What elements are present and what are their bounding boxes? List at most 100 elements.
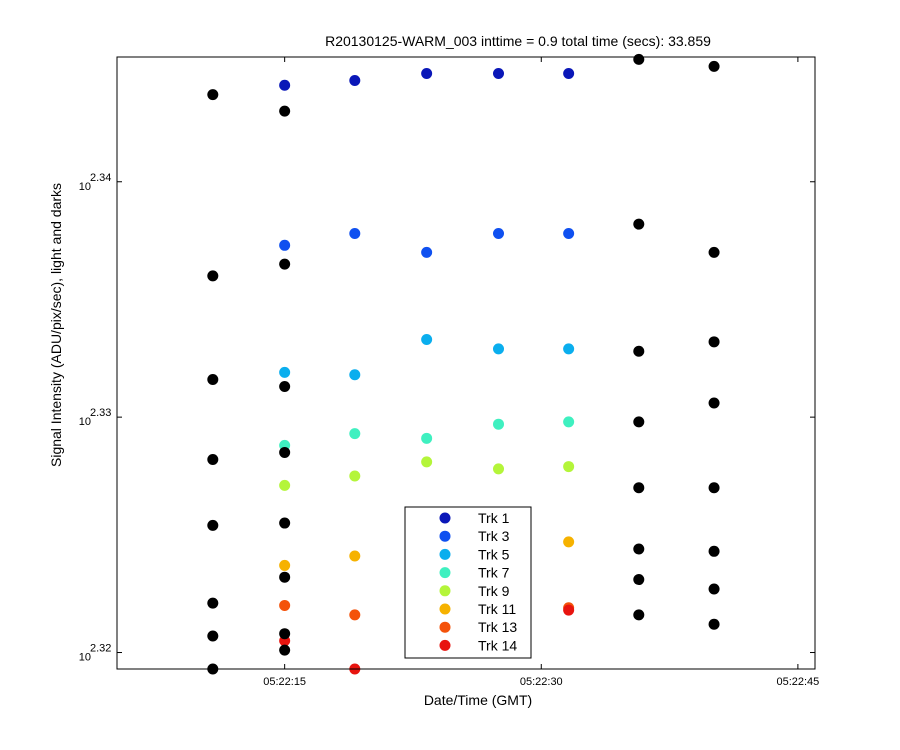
data-point bbox=[633, 482, 645, 494]
legend-label: Trk 14 bbox=[478, 637, 517, 653]
plot-frame bbox=[116, 56, 816, 670]
legend-label: Trk 11 bbox=[478, 601, 516, 617]
data-point bbox=[708, 246, 720, 258]
data-point bbox=[207, 630, 219, 642]
data-point bbox=[279, 571, 291, 583]
data-point bbox=[279, 105, 291, 117]
data-point bbox=[633, 416, 645, 428]
axis-ticks: 05:22:15 05:22:30 05:22:45102.32102.33102.… bbox=[79, 57, 819, 688]
data-point bbox=[493, 67, 505, 79]
data-point bbox=[563, 461, 575, 473]
legend-marker bbox=[439, 603, 451, 615]
x-tick-label: 05:22:15 bbox=[263, 676, 306, 688]
y-tick-label-exponent: 2.32 bbox=[90, 643, 111, 655]
data-point bbox=[708, 482, 720, 494]
data-point bbox=[349, 428, 361, 440]
y-tick-label-base: 10 bbox=[79, 416, 91, 428]
legend-marker bbox=[439, 567, 451, 579]
data-point bbox=[633, 345, 645, 357]
legend-marker bbox=[439, 639, 451, 651]
y-axis-label: Signal Intensity (ADU/pix/sec), light an… bbox=[48, 183, 64, 467]
y-tick-label-exponent: 2.33 bbox=[90, 407, 111, 419]
legend-marker bbox=[439, 530, 451, 542]
data-point bbox=[279, 258, 291, 270]
data-point bbox=[633, 53, 645, 65]
series-dark-frames bbox=[207, 53, 720, 675]
data-point bbox=[349, 550, 361, 562]
data-point bbox=[349, 609, 361, 621]
data-point bbox=[279, 628, 291, 640]
data-points bbox=[207, 53, 720, 675]
data-point bbox=[207, 270, 219, 282]
series-trk-1 bbox=[279, 67, 575, 91]
data-point bbox=[349, 75, 361, 87]
data-point bbox=[207, 89, 219, 101]
data-point bbox=[279, 381, 291, 393]
x-tick-label: 05:22:30 bbox=[520, 676, 563, 688]
data-point bbox=[349, 369, 361, 381]
data-point bbox=[421, 432, 433, 444]
data-point bbox=[563, 67, 575, 79]
data-point bbox=[633, 543, 645, 555]
data-point bbox=[207, 373, 219, 385]
series-trk-5 bbox=[279, 333, 575, 381]
legend-label: Trk 5 bbox=[478, 546, 510, 562]
data-point bbox=[279, 479, 291, 491]
legend-label: Trk 3 bbox=[478, 528, 510, 544]
x-tick-label: 05:22:45 bbox=[776, 676, 819, 688]
legend-label: Trk 9 bbox=[478, 583, 510, 599]
legend-box bbox=[404, 506, 532, 659]
data-point bbox=[279, 366, 291, 378]
data-point bbox=[279, 559, 291, 571]
chart-title: R20130125-WARM_003 inttime = 0.9 total t… bbox=[325, 33, 711, 49]
data-point bbox=[563, 416, 575, 428]
data-point bbox=[279, 239, 291, 251]
legend-marker bbox=[439, 512, 451, 524]
data-point bbox=[207, 519, 219, 531]
data-point bbox=[421, 246, 433, 258]
data-point bbox=[207, 597, 219, 609]
data-point bbox=[279, 517, 291, 529]
data-point bbox=[708, 336, 720, 348]
y-tick-label-base: 10 bbox=[79, 181, 91, 193]
data-point bbox=[279, 446, 291, 458]
data-point bbox=[633, 574, 645, 586]
data-point bbox=[493, 228, 505, 240]
y-tick-label-exponent: 2.34 bbox=[90, 172, 111, 184]
data-point bbox=[633, 218, 645, 230]
data-point bbox=[563, 536, 575, 548]
data-point bbox=[633, 609, 645, 621]
series-trk-9 bbox=[279, 456, 575, 491]
data-point bbox=[708, 583, 720, 595]
data-point bbox=[207, 454, 219, 466]
data-point bbox=[279, 79, 291, 91]
y-tick-label-base: 10 bbox=[79, 652, 91, 664]
data-point bbox=[493, 343, 505, 355]
legend: Trk 1 Trk 3 Trk 5 Trk 7 Trk 9 Trk 11 Trk 13 Trk… bbox=[404, 506, 532, 659]
data-point bbox=[349, 228, 361, 240]
data-point bbox=[708, 60, 720, 72]
data-point bbox=[279, 644, 291, 656]
data-point bbox=[493, 463, 505, 475]
data-point bbox=[563, 228, 575, 240]
legend-marker bbox=[439, 585, 451, 597]
data-point bbox=[708, 397, 720, 409]
data-point bbox=[708, 545, 720, 557]
data-point bbox=[421, 456, 433, 468]
data-point bbox=[421, 67, 433, 79]
data-point bbox=[493, 418, 505, 430]
data-point bbox=[421, 333, 433, 345]
legend-marker bbox=[439, 621, 451, 633]
data-point bbox=[563, 604, 575, 616]
x-axis-label: Date/Time (GMT) bbox=[424, 692, 532, 708]
legend-marker bbox=[439, 548, 451, 560]
series-trk-3 bbox=[279, 228, 575, 258]
legend-label: Trk 7 bbox=[478, 565, 510, 581]
data-point bbox=[349, 470, 361, 482]
data-point bbox=[279, 599, 291, 611]
data-point bbox=[563, 343, 575, 355]
legend-label: Trk 1 bbox=[478, 510, 510, 526]
legend-label: Trk 13 bbox=[478, 619, 517, 635]
data-point bbox=[708, 618, 720, 630]
